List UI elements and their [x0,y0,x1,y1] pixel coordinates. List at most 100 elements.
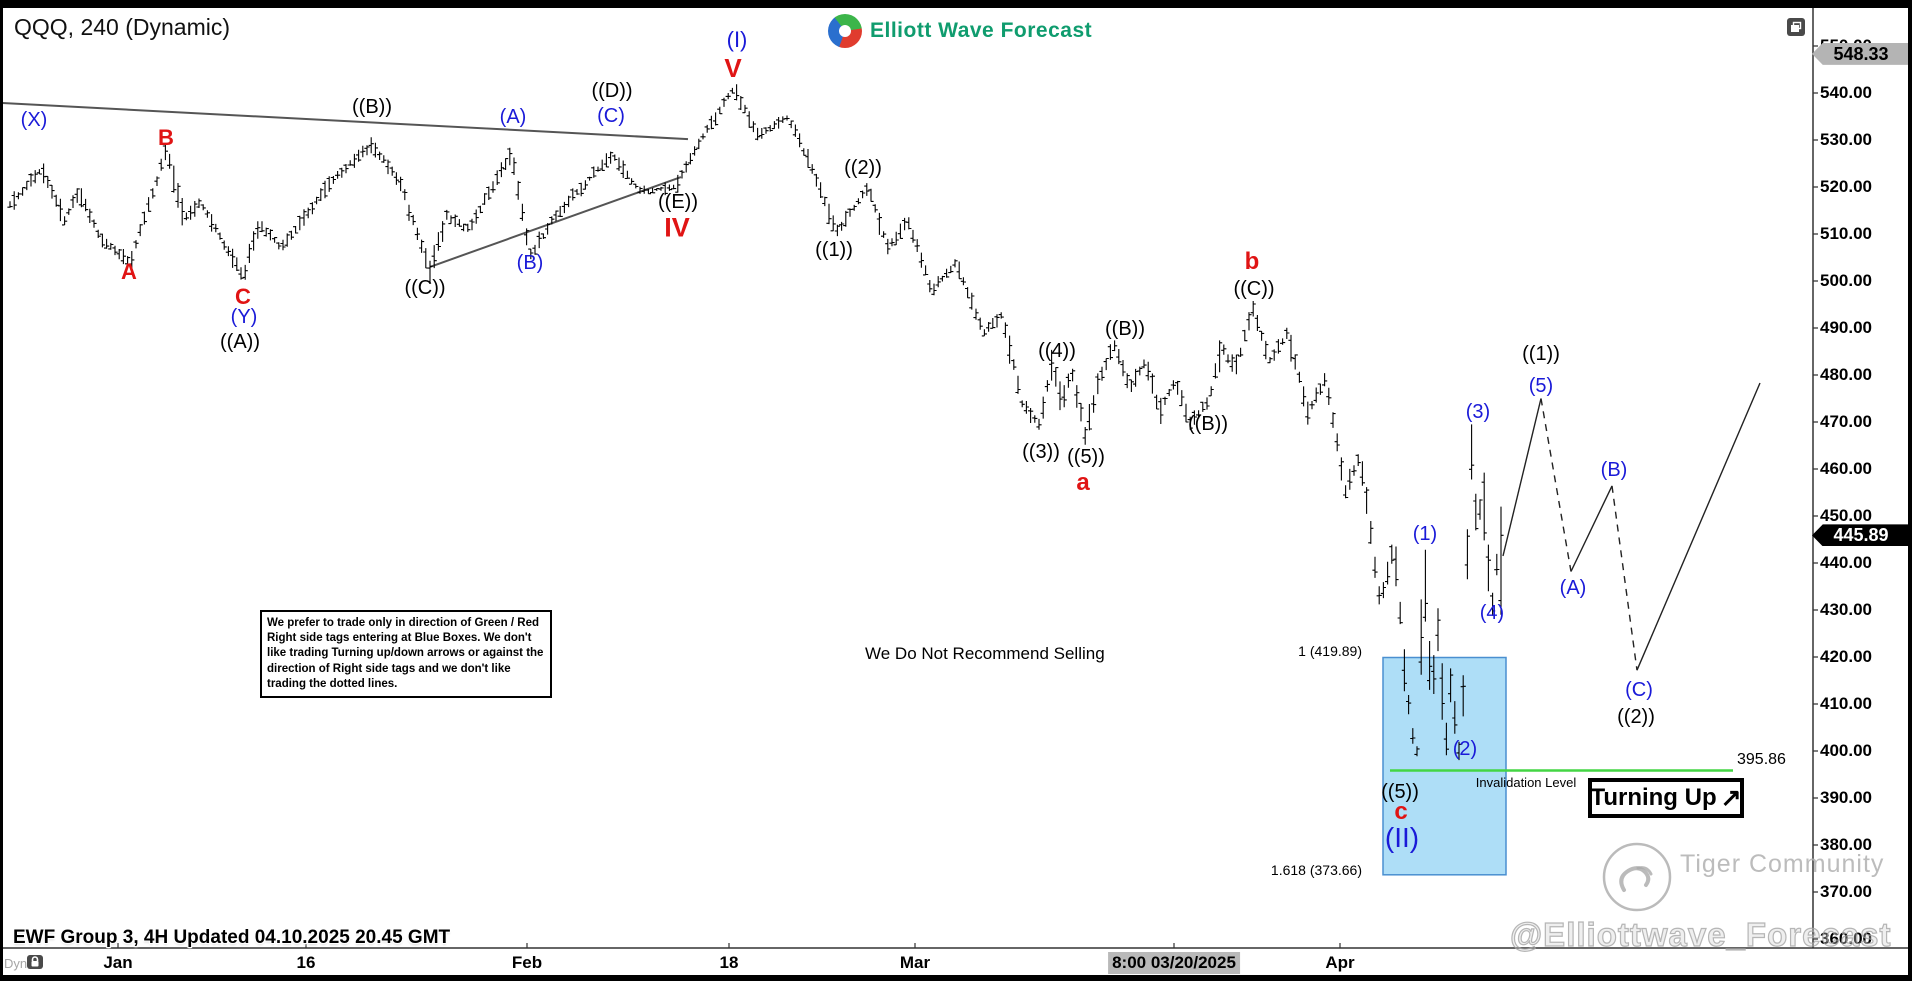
no-sell-note: We Do Not Recommend Selling [865,644,1105,663]
wave-label: ((C)) [404,277,446,299]
wave-label: (B) [516,252,544,274]
wave-label: ((B)) [1188,413,1228,435]
wave-label: (B) [1600,459,1628,481]
price-axis-tick-label: 460.00 [1820,459,1872,478]
chart-annotation: 395.86 [1737,751,1786,769]
high-price-badge: 548.33 [1812,42,1910,65]
up-right-arrow-icon: ↗ [1720,784,1742,812]
disclaimer-note: We prefer to trade only in direction of … [260,610,552,698]
wave-label: A [121,259,137,284]
chart-annotation: 1.618 (373.66) [1270,861,1362,878]
wave-label: (C) [1625,679,1653,701]
ohlc-bar-series [7,84,1504,761]
chart-annotation: Invalidation Level [1475,775,1577,791]
window-frame-top [0,0,1912,8]
trendline[interactable] [429,176,682,268]
turning-up-signal: Turning Up ↗ [1588,778,1744,818]
price-axis-tick-label: 390.00 [1820,788,1872,807]
price-axis-tick-label: 540.00 [1820,83,1872,102]
price-axis-tick-label: 500.00 [1820,271,1872,290]
wave-label: ((D)) [591,80,633,102]
price-axis-tick-label: 520.00 [1820,177,1872,196]
wave-label: ((2)) [844,157,882,179]
brand-globe-icon [828,14,862,48]
wave-label: ((1)) [1522,343,1560,365]
price-axis-tick-label: 510.00 [1820,224,1872,243]
wave-label: ((5)) [1067,446,1105,468]
chart-annotation: 1 (419.89) [1298,642,1362,659]
wave-label: (I) [726,27,748,52]
time-axis-label: Jan [103,953,133,972]
overlapping-squares-glyph [1791,21,1802,32]
price-axis-tick-label: 430.00 [1820,600,1872,619]
price-axis-tick-label: 450.00 [1820,506,1872,525]
brand-logo: Elliott Wave Forecast [828,14,1092,48]
wave-label: ((5)) [1381,781,1419,803]
price-axis-tick-label: 440.00 [1820,553,1872,572]
price-axis-tick-label: 360.00 [1820,929,1872,948]
current-price-badge: 445.89 [1812,524,1910,547]
projection-dashed-line [1611,485,1638,671]
tiger-community-watermark: Tiger Community [1680,850,1885,878]
wave-label: ((1)) [815,239,853,261]
wave-label: (C) [597,105,625,127]
wave-label: c [1394,798,1408,825]
wave-label: ((2)) [1617,706,1655,728]
wave-label: ((B)) [1105,318,1145,340]
wave-label: (A) [499,106,527,128]
time-axis-label: Feb [511,953,543,972]
projection-solid-line [1502,398,1542,557]
price-axis-tick-label: 370.00 [1820,882,1872,901]
wave-label: (1) [1412,523,1438,545]
price-axis-tick-label: 470.00 [1820,412,1872,431]
brand-name: Elliott Wave Forecast [870,19,1093,42]
price-axis-tick-label: 420.00 [1820,647,1872,666]
wave-label: (4) [1479,602,1505,624]
projection-dashed-line [1540,398,1572,572]
window-frame-right [1908,0,1912,981]
wave-label: (2) [1452,738,1478,760]
wave-label: (5) [1528,375,1554,397]
price-axis-tick-label: 410.00 [1820,694,1872,713]
wave-label: ((3)) [1022,441,1060,463]
elliottwave-handle-watermark: @Elliottwave_Forecast [1509,915,1892,953]
source-line: EWF Group 3, 4H Updated 04.10.2025 20.45… [13,927,451,948]
time-axis-label: Apr [1325,953,1355,972]
price-axis-tick-label: 480.00 [1820,365,1872,384]
restore-window-icon[interactable] [1787,18,1805,36]
projection-solid-line [1570,485,1613,572]
projection-solid-line [1636,382,1761,671]
wave-label: b [1244,248,1260,275]
price-axis-tick-label: 530.00 [1820,130,1872,149]
tiger-community-logo-watermark [1598,838,1676,921]
time-axis-label: Mar [899,953,931,972]
wave-label: ((C)) [1233,278,1275,300]
trendline[interactable] [0,101,689,141]
chart-title: QQQ, 240 (Dynamic) [14,14,230,40]
time-axis-label: 16 [296,953,316,972]
wave-label: (II) [1384,822,1420,853]
wave-label: V [724,53,742,83]
axis-tick-marks [117,45,1818,948]
wave-label: (3) [1465,401,1491,423]
wave-label: ((A)) [220,331,260,353]
time-axis-label: 18 [719,953,739,972]
lock-icon[interactable] [27,954,44,975]
window-frame-bottom [0,975,1912,981]
wave-label: ((B)) [352,96,392,118]
wave-label: C [235,284,251,309]
wave-label: (Y) [230,306,258,328]
wave-label: IV [664,212,690,243]
price-axis-tick-label: 400.00 [1820,741,1872,760]
time-axis-highlighted-label: 8:00 03/20/2025 [1108,952,1240,974]
price-axis-tick-label: 490.00 [1820,318,1872,337]
wave-label: B [158,125,174,150]
wave-label: a [1076,469,1090,496]
wave-label: ((E)) [658,191,698,213]
wave-label: (A) [1559,577,1587,599]
wave-label: (X) [20,109,48,131]
dyn-mode-label[interactable]: Dyn [4,956,28,971]
blue-box [1382,656,1507,876]
